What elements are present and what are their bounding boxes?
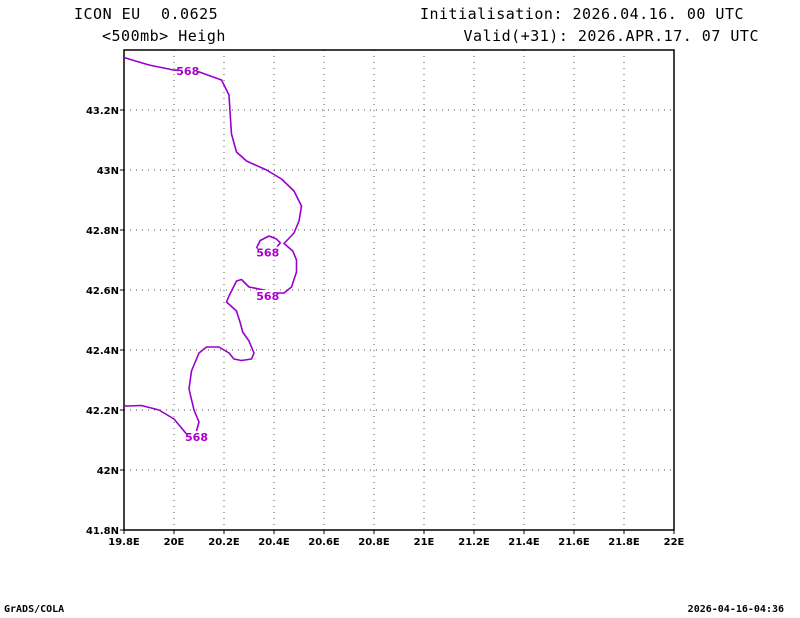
x-tick-label: 21E [414,537,435,548]
y-tick-label: 42.6N [86,286,119,297]
y-tick-label: 43.2N [86,106,119,117]
contour-label: 568 [256,290,279,303]
x-tick-label: 21.2E [458,537,490,548]
x-tick-label: 20.8E [358,537,390,548]
contour-label-bg [186,431,207,443]
x-tick-label: 20E [164,537,185,548]
y-tick-label: 42.8N [86,226,119,237]
y-tick-label: 43N [97,166,119,177]
x-tick-label: 20.4E [258,537,290,548]
contour-label-bg [257,290,278,302]
x-tick-label: 20.6E [308,537,340,548]
x-tick-label: 20.2E [208,537,240,548]
contour-label-bg [257,246,278,259]
contour-label: 568 [176,65,199,78]
footer-credit: GrADS/COLA [4,604,65,615]
plot-frame [123,49,675,531]
y-tick-label: 42.4N [86,346,119,357]
valid-time: Valid(+31): 2026.APR.17. 07 UTC [463,27,759,45]
x-tick-label: 19.8E [108,537,140,548]
contour-label: 568 [256,247,279,260]
init-time: Initialisation: 2026.04.16. 00 UTC [419,5,744,23]
contour-label-bg [177,65,198,77]
contour-line [123,56,303,432]
x-tick-label: 21.6E [558,537,590,548]
y-tick-label: 41.8N [86,526,119,537]
model-name: ICON EU [74,5,141,23]
x-tick-label: 22E [664,537,685,548]
footer-timestamp: 2026-04-16-04:36 [687,604,784,615]
y-tick-label: 42.2N [86,406,119,417]
x-tick-label: 21.4E [508,537,540,548]
y-tick-label: 42N [97,466,119,477]
contour-label: 568 [185,431,208,444]
field-title: <500mb> Heigh [102,27,226,45]
x-tick-label: 21.8E [608,537,640,548]
model-resolution: 0.0625 [161,5,219,23]
